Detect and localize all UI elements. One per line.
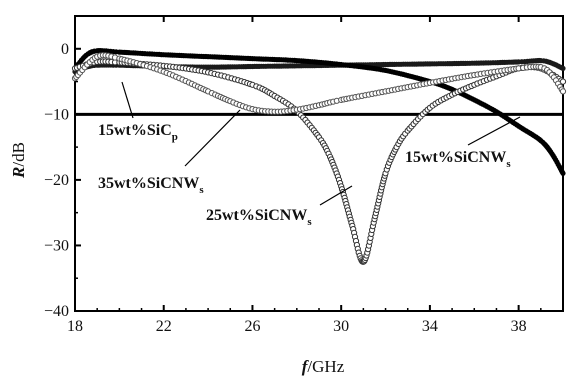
x-tick-label: 18 (67, 318, 83, 335)
y-tick-label: −30 (44, 237, 69, 254)
series-label: 25wt%SiCNWs (206, 207, 312, 228)
data-point (559, 78, 567, 85)
x-axis-label: f/GHz (302, 357, 345, 376)
series-label-sub: s (506, 158, 511, 170)
series-label-sub: s (199, 184, 204, 196)
series-label: 15wt%SiCNWs (405, 149, 511, 170)
series-label: 35wt%SiCNWs (98, 175, 204, 196)
series-label: 15wt%SiCp (98, 122, 178, 143)
x-tick-label: 38 (511, 318, 527, 335)
y-axis-label: R/dB (9, 142, 28, 179)
series-35wt%SiCNWs (71, 52, 567, 115)
series-label-main: 15wt%SiC (98, 122, 172, 139)
label-pointer (184, 109, 241, 167)
data-point (560, 170, 566, 176)
y-axis-label-unit: /dB (9, 142, 28, 167)
x-tick-label: 22 (156, 318, 172, 335)
data-point (560, 65, 566, 71)
annotation-group: 15wt%SiCp15wt%SiCNWs25wt%SiCNWs35wt%SiCN… (98, 81, 521, 228)
series-label-sub: s (307, 216, 312, 228)
series-label-main: 25wt%SiCNW (206, 207, 307, 224)
series-15wt%SiCNWs (72, 48, 566, 176)
series-group (71, 48, 567, 265)
label-pointer (319, 185, 353, 206)
series-15wt%SiCp (72, 57, 566, 75)
data-point (559, 88, 567, 95)
x-tick-label: 30 (333, 318, 349, 335)
x-axis-label-var: f (302, 357, 310, 376)
series-label-main: 35wt%SiCNW (98, 175, 199, 192)
y-tick-label: −10 (44, 106, 69, 123)
label-pointer (467, 116, 521, 146)
series-label-main: 15wt%SiCNW (405, 149, 506, 166)
x-tick-label: 34 (422, 318, 438, 335)
y-tick-label: 0 (61, 41, 69, 58)
y-tick-label: −40 (44, 303, 69, 320)
series-label-sub: p (172, 131, 178, 143)
label-pointer (121, 81, 134, 119)
y-tick-label: −20 (44, 172, 69, 189)
x-tick-label: 26 (244, 318, 260, 335)
y-axis-label-var: R (9, 167, 28, 179)
x-axis-label-unit: /GHz (307, 357, 344, 376)
ticks-group: 18 22 26 30 34 38 0 −10 −20 −30 −40 (44, 16, 542, 335)
